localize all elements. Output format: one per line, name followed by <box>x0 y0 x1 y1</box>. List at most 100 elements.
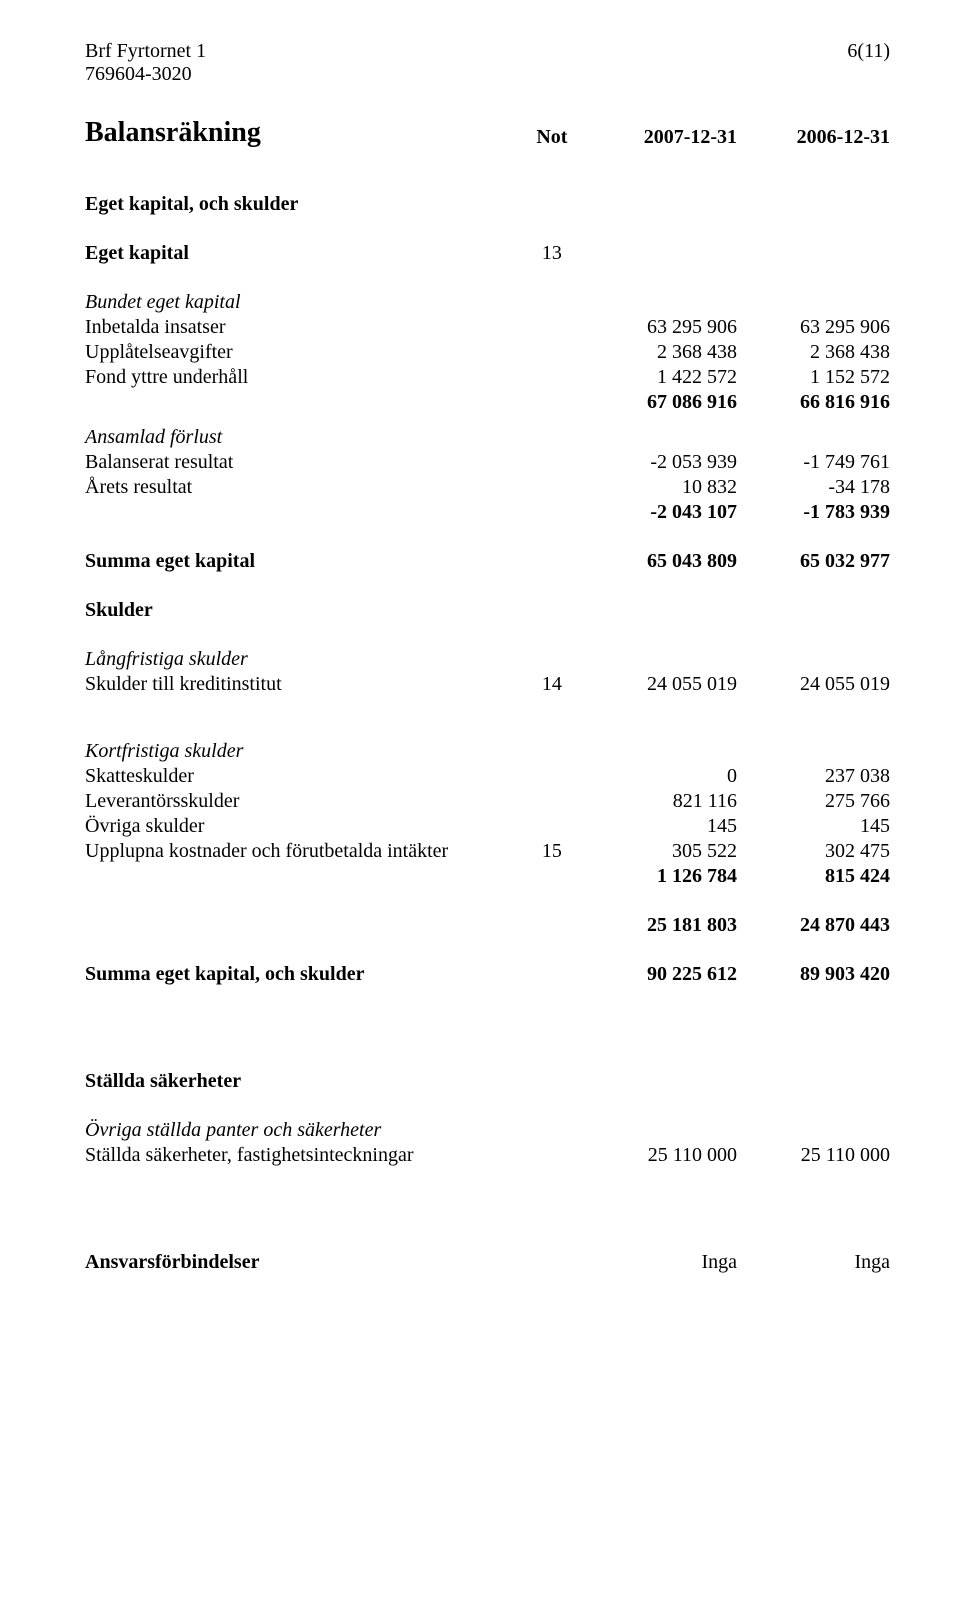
row-label: Summa eget kapital <box>85 549 520 574</box>
row-value-b: Inga <box>737 1250 890 1275</box>
page-container: Brf Fyrtornet 1 6(11) 769604-3020 Balans… <box>0 0 960 1621</box>
row-value-b: 145 <box>737 814 890 839</box>
row-value-a: 145 <box>584 814 737 839</box>
row-label: Årets resultat <box>85 475 520 500</box>
subsection-heading: Långfristiga skulder <box>85 647 520 672</box>
report-title: Balansräkning <box>85 117 261 148</box>
table-row: 1 126 784 815 424 <box>85 864 890 889</box>
row-label: Ställda säkerheter, fastighetsinteckning… <box>85 1143 520 1168</box>
row-value-b: 25 110 000 <box>737 1143 890 1168</box>
row-label: Skatteskulder <box>85 764 520 789</box>
table-row: Skulder till kreditinstitut 14 24 055 01… <box>85 672 890 697</box>
row-value-a: -2 043 107 <box>584 500 737 525</box>
row-label: Upplåtelseavgifter <box>85 340 520 365</box>
table-row: Bundet eget kapital <box>85 290 890 315</box>
table-row: 25 181 803 24 870 443 <box>85 913 890 938</box>
row-label: Övriga skulder <box>85 814 520 839</box>
row-value-a: 24 055 019 <box>584 672 737 697</box>
row-value-a: 65 043 809 <box>584 549 737 574</box>
title-table: Balansräkning Not 2007-12-31 2006-12-31 <box>85 116 890 150</box>
row-label: Skulder till kreditinstitut <box>85 672 520 697</box>
row-value-b: 24 055 019 <box>737 672 890 697</box>
table-row: Övriga skulder 145 145 <box>85 814 890 839</box>
row-value-a: 25 181 803 <box>584 913 737 938</box>
row-label: Upplupna kostnader och förutbetalda intä… <box>85 839 520 864</box>
table-row: Balanserat resultat -2 053 939 -1 749 76… <box>85 450 890 475</box>
table-row: Långfristiga skulder <box>85 647 890 672</box>
row-label: Summa eget kapital, och skulder <box>85 962 520 987</box>
row-value-a: 1 422 572 <box>584 365 737 390</box>
row-value-a: Inga <box>584 1250 737 1275</box>
table-row: Kortfristiga skulder <box>85 739 890 764</box>
table-row: Fond yttre underhåll 1 422 572 1 152 572 <box>85 365 890 390</box>
row-value-b: 2 368 438 <box>737 340 890 365</box>
row-value-a: 1 126 784 <box>584 864 737 889</box>
row-value-b: 65 032 977 <box>737 549 890 574</box>
table-row: Övriga ställda panter och säkerheter <box>85 1118 890 1143</box>
row-value-a: 63 295 906 <box>584 315 737 340</box>
row-value-b: 275 766 <box>737 789 890 814</box>
row-note: 14 <box>520 672 584 697</box>
row-value-a: 10 832 <box>584 475 737 500</box>
financial-table: Eget kapital, och skulder Eget kapital 1… <box>85 150 890 1275</box>
row-value-a: 0 <box>584 764 737 789</box>
table-row: Ställda säkerheter <box>85 1069 890 1094</box>
row-value-a: 67 086 916 <box>584 390 737 415</box>
org-number: 769604-3020 <box>85 63 890 86</box>
table-row: Eget kapital, och skulder <box>85 192 890 217</box>
table-row: Leverantörsskulder 821 116 275 766 <box>85 789 890 814</box>
subsection-heading: Kortfristiga skulder <box>85 739 520 764</box>
col-header-b: 2006-12-31 <box>737 116 890 150</box>
row-label: Fond yttre underhåll <box>85 365 520 390</box>
row-label: Inbetalda insatser <box>85 315 520 340</box>
row-value-b: -1 749 761 <box>737 450 890 475</box>
table-row: Eget kapital 13 <box>85 241 890 266</box>
row-value-b: 89 903 420 <box>737 962 890 987</box>
table-row: Upplupna kostnader och förutbetalda intä… <box>85 839 890 864</box>
row-value-b: 302 475 <box>737 839 890 864</box>
subsection-heading: Ansamlad förlust <box>85 425 520 450</box>
subsection-heading: Övriga ställda panter och säkerheter <box>85 1118 520 1143</box>
col-header-a: 2007-12-31 <box>584 116 737 150</box>
section-heading: Skulder <box>85 598 520 623</box>
company-name: Brf Fyrtornet 1 <box>85 40 206 63</box>
row-value-b: -34 178 <box>737 475 890 500</box>
section-heading: Ställda säkerheter <box>85 1069 520 1094</box>
row-value-a: 2 368 438 <box>584 340 737 365</box>
row-value-b: -1 783 939 <box>737 500 890 525</box>
row-label: Eget kapital <box>85 241 520 266</box>
table-row: Upplåtelseavgifter 2 368 438 2 368 438 <box>85 340 890 365</box>
table-row: -2 043 107 -1 783 939 <box>85 500 890 525</box>
row-label: Leverantörsskulder <box>85 789 520 814</box>
row-value-b: 237 038 <box>737 764 890 789</box>
row-value-a: 25 110 000 <box>584 1143 737 1168</box>
table-row: Skatteskulder 0 237 038 <box>85 764 890 789</box>
row-value-a: 90 225 612 <box>584 962 737 987</box>
row-value-b: 815 424 <box>737 864 890 889</box>
table-row: Summa eget kapital, och skulder 90 225 6… <box>85 962 890 987</box>
row-label: Balanserat resultat <box>85 450 520 475</box>
row-note: 15 <box>520 839 584 864</box>
table-row: 67 086 916 66 816 916 <box>85 390 890 415</box>
row-value-a: -2 053 939 <box>584 450 737 475</box>
row-value-b: 66 816 916 <box>737 390 890 415</box>
row-value-b: 24 870 443 <box>737 913 890 938</box>
table-row: Inbetalda insatser 63 295 906 63 295 906 <box>85 315 890 340</box>
table-row: Ansvarsförbindelser Inga Inga <box>85 1250 890 1275</box>
page-number: 6(11) <box>847 40 890 63</box>
col-header-note: Not <box>520 116 584 150</box>
row-value-b: 63 295 906 <box>737 315 890 340</box>
table-row: Årets resultat 10 832 -34 178 <box>85 475 890 500</box>
row-value-b: 1 152 572 <box>737 365 890 390</box>
subsection-heading: Bundet eget kapital <box>85 290 520 315</box>
row-label: Ansvarsförbindelser <box>85 1250 520 1275</box>
row-value-a: 305 522 <box>584 839 737 864</box>
table-row: Summa eget kapital 65 043 809 65 032 977 <box>85 549 890 574</box>
section-heading: Eget kapital, och skulder <box>85 192 520 217</box>
table-row: Ställda säkerheter, fastighetsinteckning… <box>85 1143 890 1168</box>
page-header: Brf Fyrtornet 1 6(11) <box>85 40 890 63</box>
row-value-a: 821 116 <box>584 789 737 814</box>
table-row: Ansamlad förlust <box>85 425 890 450</box>
table-row: Skulder <box>85 598 890 623</box>
row-note: 13 <box>520 241 584 266</box>
